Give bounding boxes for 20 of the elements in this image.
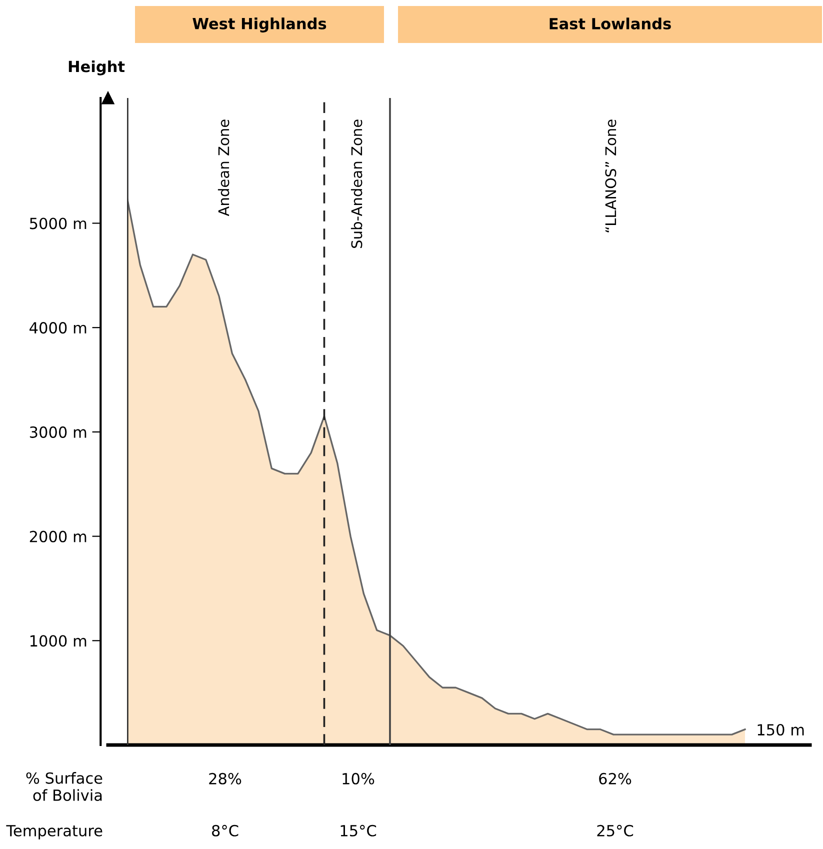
text: 62% (599, 772, 632, 784)
text: 25°C (597, 824, 634, 836)
y-tick-label: 1000 m (30, 635, 86, 647)
text: 150 m (758, 724, 804, 736)
text: % Surface of Bolivia (26, 772, 102, 801)
text: 10% (342, 772, 374, 784)
y-tick-label: 5000 m (30, 218, 86, 230)
y-axis-title: Height (68, 60, 125, 76)
text: Temperature (6, 825, 102, 840)
text: 8°C (212, 824, 238, 836)
annotation: Andean Zone (218, 120, 230, 216)
text: West Highlands (192, 18, 326, 32)
text: 15°C (340, 824, 376, 836)
text: 28% (209, 772, 242, 784)
y-tick-label: 2000 m (30, 530, 86, 542)
text: East Lowlands (550, 18, 671, 30)
annotation: Sub-Andean Zone (350, 120, 362, 248)
y-tick-label: 3000 m (30, 426, 86, 438)
y-tick-label: 4000 m (30, 322, 86, 334)
annotation: “LLANOS” Zone (605, 120, 616, 232)
